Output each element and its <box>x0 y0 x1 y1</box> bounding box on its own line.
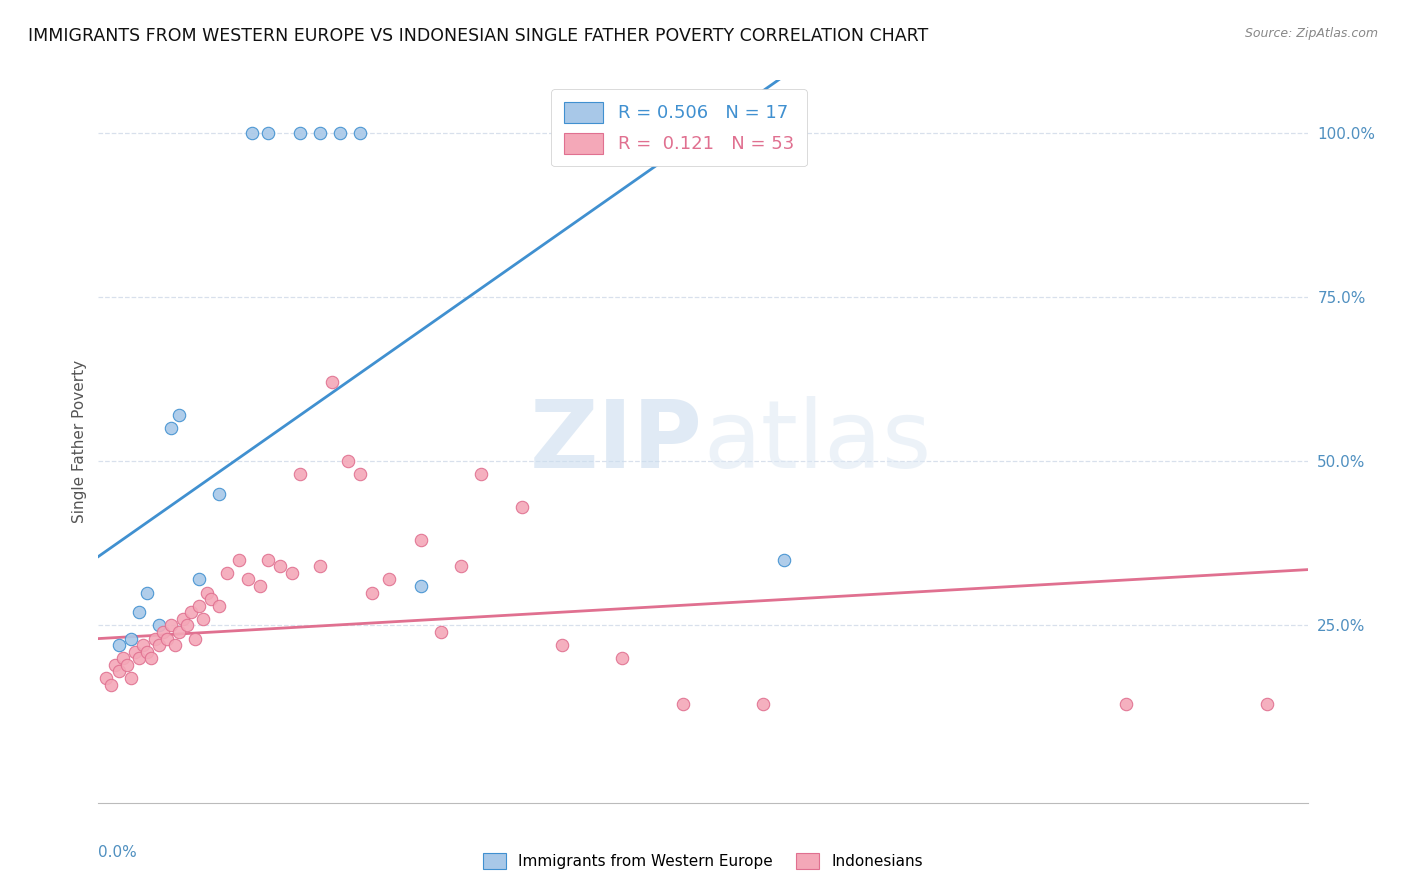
Point <box>96 671 118 685</box>
Text: Source: ZipAtlas.com: Source: ZipAtlas.com <box>1244 27 1378 40</box>
Point <box>107 665 129 679</box>
Point <box>321 376 343 390</box>
Point <box>148 638 170 652</box>
Point <box>139 651 162 665</box>
Point <box>160 421 183 435</box>
Point <box>111 651 134 665</box>
Point <box>612 651 634 665</box>
Text: IMMIGRANTS FROM WESTERN EUROPE VS INDONESIAN SINGLE FATHER POVERTY CORRELATION C: IMMIGRANTS FROM WESTERN EUROPE VS INDONE… <box>28 27 928 45</box>
Point <box>256 126 278 140</box>
Point <box>409 533 432 547</box>
Point <box>120 671 142 685</box>
Point <box>160 618 183 632</box>
Point <box>430 625 453 640</box>
Point <box>409 579 432 593</box>
Point <box>361 585 384 599</box>
Point <box>128 651 150 665</box>
Point <box>208 487 231 501</box>
Point <box>288 467 311 482</box>
Point <box>269 559 291 574</box>
Point <box>349 126 371 140</box>
Point <box>772 553 794 567</box>
Point <box>1256 698 1278 712</box>
Point <box>115 657 138 672</box>
Point <box>172 612 194 626</box>
Point <box>184 632 207 646</box>
Point <box>193 612 215 626</box>
Point <box>377 573 399 587</box>
Point <box>124 645 146 659</box>
Point <box>752 698 775 712</box>
Text: atlas: atlas <box>703 395 931 488</box>
Point <box>551 638 574 652</box>
Legend: R = 0.506   N = 17, R =  0.121   N = 53: R = 0.506 N = 17, R = 0.121 N = 53 <box>551 89 807 166</box>
Point <box>281 566 304 580</box>
Point <box>163 638 186 652</box>
Point <box>672 698 695 712</box>
Point <box>156 632 179 646</box>
Point <box>288 126 311 140</box>
Point <box>329 126 352 140</box>
Point <box>132 638 155 652</box>
Point <box>309 559 332 574</box>
Point <box>135 585 157 599</box>
Point <box>195 585 218 599</box>
Legend: Immigrants from Western Europe, Indonesians: Immigrants from Western Europe, Indonesi… <box>477 847 929 875</box>
Point <box>167 625 190 640</box>
Point <box>208 599 231 613</box>
Text: ZIP: ZIP <box>530 395 703 488</box>
Point <box>256 553 278 567</box>
Point <box>100 677 122 691</box>
Point <box>152 625 174 640</box>
Text: 0.0%: 0.0% <box>98 845 138 860</box>
Point <box>249 579 271 593</box>
Point <box>510 500 533 515</box>
Point <box>135 645 157 659</box>
Point <box>309 126 332 140</box>
Point <box>217 566 239 580</box>
Point <box>1115 698 1137 712</box>
Point <box>337 454 360 468</box>
Point <box>188 599 211 613</box>
Point <box>128 605 150 619</box>
Point <box>200 592 222 607</box>
Point <box>349 467 371 482</box>
Point <box>228 553 250 567</box>
Point <box>107 638 129 652</box>
Point <box>103 657 125 672</box>
Point <box>180 605 202 619</box>
Point <box>240 126 263 140</box>
Point <box>120 632 142 646</box>
Point <box>148 618 170 632</box>
Point <box>167 409 190 423</box>
Point <box>470 467 492 482</box>
Point <box>143 632 166 646</box>
Point <box>450 559 472 574</box>
Point <box>236 573 259 587</box>
Y-axis label: Single Father Poverty: Single Father Poverty <box>72 360 87 523</box>
Point <box>176 618 198 632</box>
Point <box>188 573 211 587</box>
